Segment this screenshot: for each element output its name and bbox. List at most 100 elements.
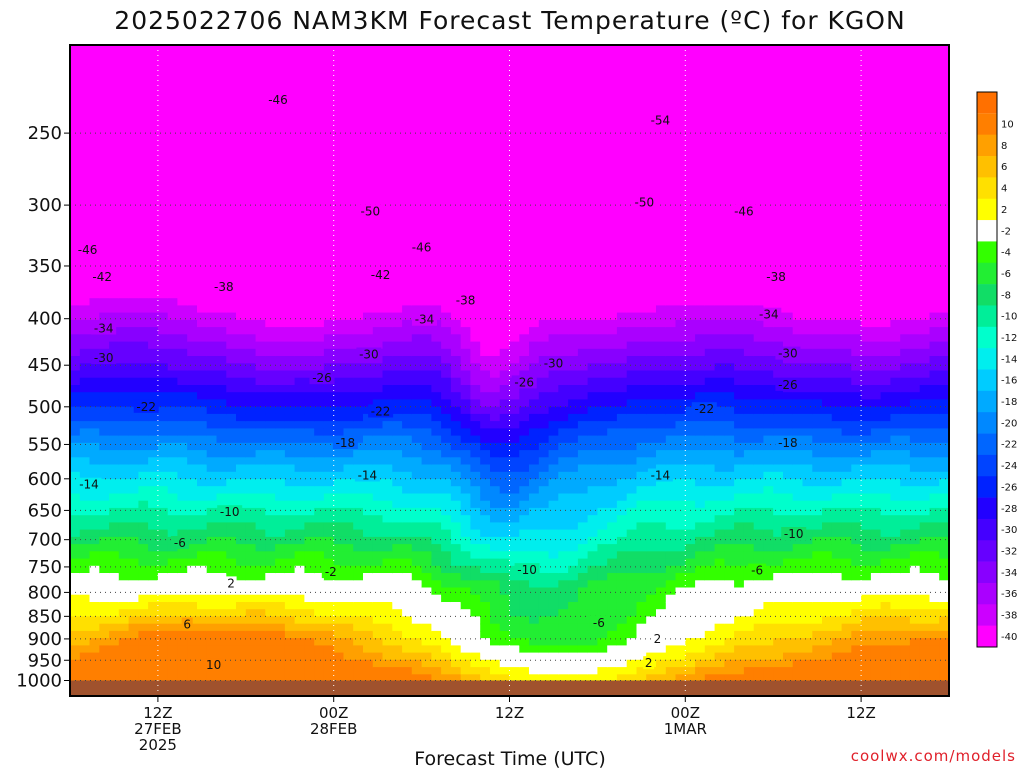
heatmap-cell <box>597 196 608 205</box>
heatmap-cell <box>519 392 530 401</box>
heatmap-cell <box>411 189 423 198</box>
heatmap-cell <box>382 168 393 176</box>
heatmap-cell <box>314 464 325 473</box>
heatmap-cell <box>99 544 110 552</box>
heatmap-cell <box>392 225 403 234</box>
heatmap-cell <box>323 500 335 509</box>
heatmap-cell <box>304 168 315 176</box>
heatmap-cell <box>363 544 374 552</box>
heatmap-cell <box>519 515 530 524</box>
heatmap-cell <box>148 493 159 502</box>
heatmap-cell <box>470 464 481 473</box>
heatmap-cell <box>431 377 442 386</box>
heatmap-cell <box>499 290 511 299</box>
heatmap-cell <box>323 674 335 683</box>
heatmap-cell <box>538 450 550 458</box>
heatmap-cell <box>89 153 100 162</box>
heatmap-cell <box>490 399 501 408</box>
heatmap-cell <box>109 59 120 68</box>
heatmap-cell <box>206 573 218 581</box>
heatmap-cell <box>421 573 433 581</box>
heatmap-cell <box>411 363 423 372</box>
heatmap-cell <box>577 406 589 415</box>
heatmap-cell <box>284 102 296 111</box>
heatmap-cell <box>470 587 481 596</box>
heatmap-cell <box>558 565 569 574</box>
heatmap-cell <box>197 312 208 321</box>
heatmap-cell <box>577 225 589 234</box>
heatmap-cell <box>275 377 286 386</box>
heatmap-cell <box>558 623 569 632</box>
heatmap-cell <box>109 45 120 53</box>
heatmap-cell <box>323 59 335 68</box>
heatmap-cell <box>167 638 179 646</box>
heatmap-cell <box>568 652 579 661</box>
heatmap-cell <box>499 623 511 632</box>
heatmap-cell <box>138 225 149 234</box>
heatmap-cell <box>577 218 589 227</box>
heatmap-cell <box>284 573 296 581</box>
heatmap-cell <box>421 406 433 415</box>
heatmap-cell <box>509 385 520 393</box>
heatmap-cell <box>480 312 491 321</box>
heatmap-cell <box>529 290 540 299</box>
heatmap-cell <box>314 225 325 234</box>
heatmap-cell <box>118 175 130 184</box>
heatmap-cell <box>470 623 481 632</box>
heatmap-cell <box>529 370 540 379</box>
heatmap-cell <box>411 667 423 675</box>
heatmap-cell <box>148 182 159 191</box>
heatmap-cell <box>304 652 315 661</box>
heatmap-cell <box>568 305 579 314</box>
heatmap-cell <box>177 565 188 574</box>
heatmap-cell <box>265 645 276 654</box>
heatmap-cell <box>363 667 374 675</box>
heatmap-cell <box>568 117 579 126</box>
heatmap-cell <box>577 305 589 314</box>
heatmap-cell <box>490 493 501 502</box>
heatmap-cell <box>597 551 608 560</box>
heatmap-cell <box>372 522 384 531</box>
heatmap-cell <box>402 276 413 285</box>
heatmap-cell <box>255 435 267 444</box>
heatmap-cell <box>597 500 608 509</box>
heatmap-cell <box>314 153 325 162</box>
heatmap-cell <box>323 298 335 307</box>
heatmap-cell <box>587 385 599 393</box>
heatmap-cell <box>109 667 120 675</box>
heatmap-cell <box>382 377 393 386</box>
heatmap-cell <box>206 356 218 364</box>
heatmap-cell <box>558 544 569 552</box>
heatmap-cell <box>607 312 618 321</box>
heatmap-cell <box>294 189 306 198</box>
heatmap-cell <box>353 667 364 675</box>
heatmap-cell <box>460 536 472 545</box>
heatmap-cell <box>509 421 520 429</box>
heatmap-cell <box>558 204 569 212</box>
heatmap-cell <box>99 493 110 502</box>
heatmap-cell <box>187 594 198 603</box>
heatmap-cell <box>89 471 100 480</box>
heatmap-cell <box>382 602 393 610</box>
heatmap-cell <box>79 254 91 263</box>
heatmap-cell <box>480 175 491 184</box>
heatmap-cell <box>333 269 345 278</box>
heatmap-cell <box>255 428 267 437</box>
heatmap-cell <box>275 659 286 668</box>
heatmap-cell <box>480 218 491 227</box>
heatmap-cell <box>79 638 91 646</box>
heatmap-cell <box>148 341 159 350</box>
heatmap-cell <box>538 117 550 126</box>
heatmap-cell <box>197 493 208 502</box>
heatmap-cell <box>490 479 501 487</box>
heatmap-cell <box>304 594 315 603</box>
heatmap-cell <box>343 421 354 429</box>
heatmap-cell <box>353 66 364 75</box>
heatmap-cell <box>197 204 208 212</box>
heatmap-cell <box>353 168 364 176</box>
heatmap-cell <box>392 59 403 68</box>
heatmap-cell <box>177 587 188 596</box>
heatmap-cell <box>480 573 491 581</box>
heatmap-cell <box>216 182 227 191</box>
heatmap-cell <box>177 348 188 357</box>
